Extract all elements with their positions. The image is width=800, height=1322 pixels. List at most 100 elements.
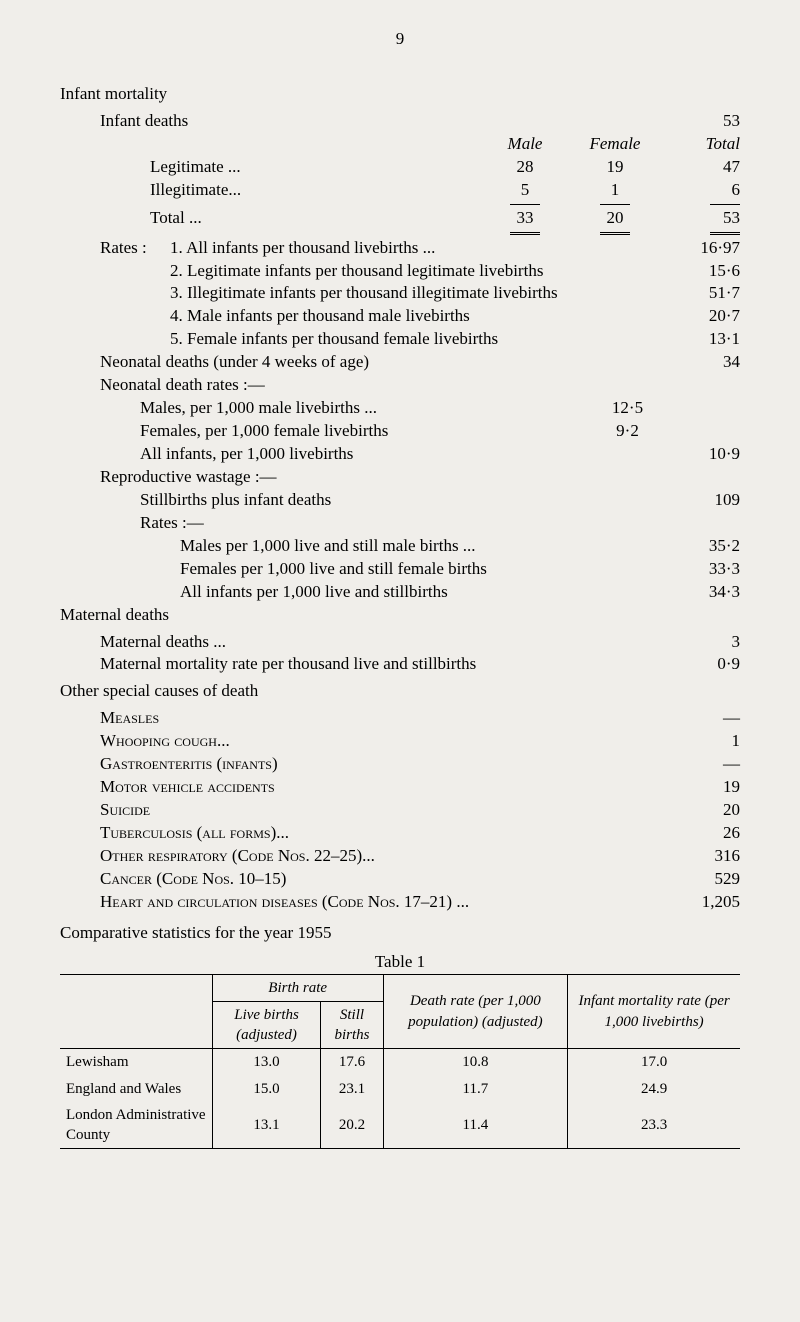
th-birth-rate: Birth rate [212, 974, 383, 1001]
special-5: Tuberculosis (all forms)...26 [100, 822, 740, 845]
special-3-value: 19 [670, 776, 740, 799]
double-underline-icon [710, 232, 740, 235]
header-total: Total [660, 133, 740, 156]
row-total: Total ... 33 20 53 [150, 207, 740, 230]
special-7: Cancer (Code Nos. 10–15)529 [100, 868, 740, 891]
rates2-1: Females per 1,000 live and still female … [180, 558, 740, 581]
rate-2: 2. Legitimate infants per thousand legit… [100, 260, 740, 283]
special-8-label: Heart and circulation diseases (Code Nos… [100, 891, 670, 914]
rates-label: Rates : [100, 237, 170, 260]
neonatal-males: Males, per 1,000 male livebirths ... 12·… [140, 397, 740, 420]
special-7-value: 529 [670, 868, 740, 891]
special-0: Measles— [100, 707, 740, 730]
rate-5-val: 13·1 [670, 328, 740, 351]
neonatal-rates-title: Neonatal death rates :— [100, 374, 740, 397]
section-other-title: Other special causes of death [60, 680, 740, 703]
legitimate-total: 47 [660, 156, 740, 179]
row-2-label: London Administrative County [60, 1102, 212, 1149]
special-2-label: Gastroenteritis (infants) [100, 753, 670, 776]
neonatal-females: Females, per 1,000 female livebirths 9·2 [140, 420, 740, 443]
special-6-value: 316 [670, 845, 740, 868]
rates2-2: All infants per 1,000 live and stillbirt… [180, 581, 740, 604]
row-2-death: 11.4 [383, 1102, 568, 1149]
legitimate-label: Legitimate ... [150, 156, 480, 179]
rate-4: 4. Male infants per thousand male livebi… [100, 305, 740, 328]
rate-3-num: 3. [170, 283, 183, 302]
th-infant-mortality: Infant mortality rate (per 1,000 livebir… [568, 974, 740, 1049]
stillbirths-plus-row: Stillbirths plus infant deaths 109 [140, 489, 740, 512]
rate-3: 3. Illegitimate infants per thousand ill… [100, 282, 740, 305]
maternal-0-value: 3 [670, 631, 740, 654]
neonatal-deaths-label: Neonatal deaths (under 4 weeks of age) [100, 351, 670, 374]
illegitimate-female: 1 [570, 179, 660, 202]
special-6: Other respiratory (Code Nos. 22–25)...31… [100, 845, 740, 868]
rates2-0-label: Males per 1,000 live and still male birt… [180, 535, 670, 558]
th-live-births: Live births (adjusted) [212, 1001, 321, 1049]
double-underline-row [150, 230, 740, 237]
neonatal-all-mid [585, 443, 670, 466]
row-illegitimate: Illegitimate... 5 1 6 [150, 179, 740, 202]
special-8-value: 1,205 [670, 891, 740, 914]
rates2-2-label: All infants per 1,000 live and stillbirt… [180, 581, 670, 604]
table-row: London Administrative County 13.1 20.2 1… [60, 1102, 740, 1149]
row-0-infant: 17.0 [568, 1049, 740, 1076]
row-0-death: 10.8 [383, 1049, 568, 1076]
rate-4-num: 4. [170, 306, 183, 325]
reproductive-title: Reproductive wastage :— [100, 466, 740, 489]
rate-1-num: 1. [170, 238, 183, 257]
stillbirths-plus-label: Stillbirths plus infant deaths [140, 489, 670, 512]
maternal-1-value: 0·9 [670, 653, 740, 676]
row-0-still: 17.6 [321, 1049, 383, 1076]
special-5-value: 26 [670, 822, 740, 845]
header-female: Female [570, 133, 660, 156]
special-4: Suicide20 [100, 799, 740, 822]
page-number: 9 [60, 28, 740, 51]
special-3-label: Motor vehicle accidents [100, 776, 670, 799]
rate-1-txt: All infants per thousand livebirths ... [186, 238, 435, 257]
special-1-label: Whooping cough... [100, 730, 670, 753]
neonatal-females-label: Females, per 1,000 female livebirths [140, 420, 585, 443]
legitimate-female: 19 [570, 156, 660, 179]
legitimate-male: 28 [480, 156, 570, 179]
section-maternal-title: Maternal deaths [60, 604, 740, 627]
rate-5-txt: Female infants per thousand female liveb… [187, 329, 498, 348]
illegitimate-label: Illegitimate... [150, 179, 480, 202]
infant-deaths-label: Infant deaths [100, 110, 670, 133]
row-1-label: England and Wales [60, 1076, 212, 1102]
neonatal-females-mid: 9·2 [585, 420, 670, 443]
double-underline-icon [510, 232, 540, 235]
section-comparative-title: Comparative statistics for the year 1955 [60, 922, 740, 945]
th-still-births: Still births [321, 1001, 383, 1049]
row-1-live: 15.0 [212, 1076, 321, 1102]
rate-2-val: 15·6 [670, 260, 740, 283]
infant-deaths-row: Infant deaths 53 [60, 110, 740, 133]
neonatal-males-mid: 12·5 [585, 397, 670, 420]
rate-4-txt: Male infants per thousand male livebirth… [187, 306, 470, 325]
double-underline-icon [600, 232, 630, 235]
col-headers: Male Female Total [150, 133, 740, 156]
comparative-table: Birth rate Death rate (per 1,000 populat… [60, 974, 740, 1150]
underline-icon [510, 204, 540, 205]
row-0-label: Lewisham [60, 1049, 212, 1076]
total-male: 33 [480, 207, 570, 230]
special-2-value: — [670, 753, 740, 776]
maternal-1-label: Maternal mortality rate per thousand liv… [100, 653, 670, 676]
rates2-1-label: Females per 1,000 live and still female … [180, 558, 670, 581]
row-2-still: 20.2 [321, 1102, 383, 1149]
special-6-label: Other respiratory (Code Nos. 22–25)... [100, 845, 670, 868]
row-2-infant: 23.3 [568, 1102, 740, 1149]
table-row: Lewisham 13.0 17.6 10.8 17.0 [60, 1049, 740, 1076]
rates2-title: Rates :— [140, 512, 740, 535]
rate-1-val: 16·97 [670, 237, 740, 260]
special-7-label: Cancer (Code Nos. 10–15) [100, 868, 670, 891]
special-8: Heart and circulation diseases (Code Nos… [100, 891, 740, 914]
neonatal-males-value [670, 397, 740, 420]
underline-icon [710, 204, 740, 205]
neonatal-deaths-row: Neonatal deaths (under 4 weeks of age) 3… [100, 351, 740, 374]
total-female: 20 [570, 207, 660, 230]
row-1-death: 11.7 [383, 1076, 568, 1102]
neonatal-deaths-value: 34 [670, 351, 740, 374]
maternal-0: Maternal deaths ... 3 [100, 631, 740, 654]
special-0-value: — [670, 707, 740, 730]
special-2: Gastroenteritis (infants)— [100, 753, 740, 776]
